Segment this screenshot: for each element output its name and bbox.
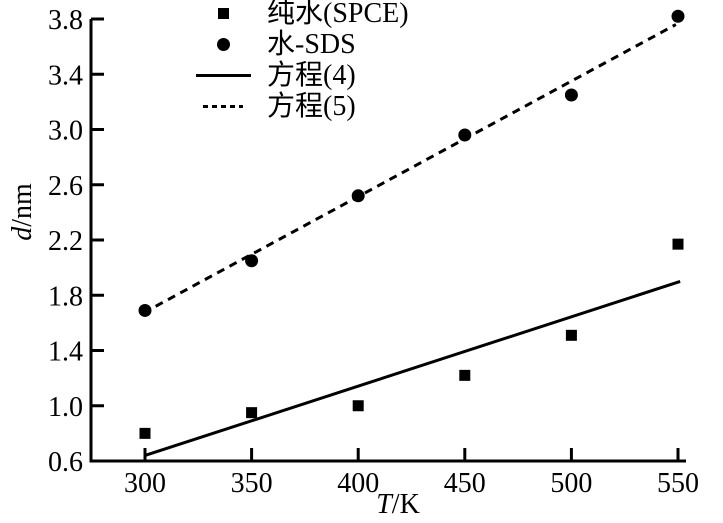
legend-label: 方程(5) xyxy=(267,91,356,122)
legend-marker-cell xyxy=(183,38,263,51)
svg-text:1.4: 1.4 xyxy=(48,337,83,368)
legend-item-equation-4: 方程(4) xyxy=(183,60,409,91)
legend-label: 方程(4) xyxy=(267,60,356,91)
solid-line-icon xyxy=(195,74,251,77)
svg-text:2.6: 2.6 xyxy=(48,171,83,202)
legend-label: 水-SDS xyxy=(267,29,356,60)
legend-marker-cell xyxy=(183,74,263,77)
y-axis-unit: /nm xyxy=(7,183,38,227)
svg-text:2.2: 2.2 xyxy=(48,226,83,257)
x-axis-unit: /K xyxy=(391,489,420,520)
legend-label: 纯水(SPCE) xyxy=(267,0,409,29)
svg-text:1.0: 1.0 xyxy=(48,392,83,423)
svg-text:500: 500 xyxy=(550,468,592,499)
svg-text:400: 400 xyxy=(337,468,379,499)
svg-text:350: 350 xyxy=(231,468,273,499)
x-axis-label: T/K xyxy=(376,489,420,521)
svg-text:3.8: 3.8 xyxy=(48,5,83,36)
legend-item-pure-water: 纯水(SPCE) xyxy=(183,0,409,29)
legend-item-equation-5: 方程(5) xyxy=(183,91,409,122)
square-marker-icon xyxy=(217,8,229,19)
circle-marker-icon xyxy=(216,38,230,51)
svg-text:300: 300 xyxy=(124,468,166,499)
svg-text:1.8: 1.8 xyxy=(48,281,83,312)
legend-item-water-sds: 水-SDS xyxy=(183,29,409,60)
svg-text:0.6: 0.6 xyxy=(48,447,83,478)
svg-text:450: 450 xyxy=(444,468,486,499)
svg-text:550: 550 xyxy=(657,468,699,499)
legend-marker-cell xyxy=(183,8,263,19)
y-axis-label: d/nm xyxy=(7,183,39,241)
dashed-line-icon xyxy=(203,105,243,108)
x-axis-variable: T xyxy=(376,489,392,520)
svg-text:3.4: 3.4 xyxy=(48,60,83,91)
y-axis-variable: d xyxy=(7,226,38,241)
legend: 纯水(SPCE) 水-SDS 方程(4) 方程(5) xyxy=(183,0,409,122)
legend-marker-cell xyxy=(183,105,263,108)
svg-text:3.0: 3.0 xyxy=(48,116,83,147)
